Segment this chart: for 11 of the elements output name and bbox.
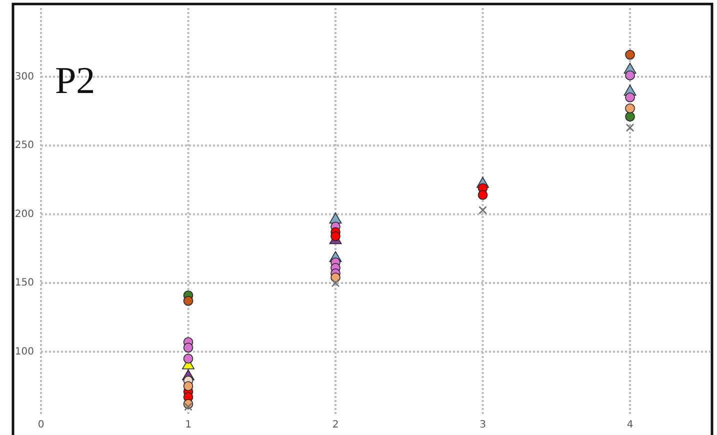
x-tick-label: 0 bbox=[38, 420, 44, 430]
y-tick-label: 250 bbox=[14, 140, 34, 151]
x-tick-label: 2 bbox=[332, 420, 339, 430]
y-tick-label: 100 bbox=[14, 346, 34, 358]
y-tick-label: 150 bbox=[14, 278, 34, 288]
y-tick-label: 300 bbox=[14, 71, 34, 82]
x-tick-label: 1 bbox=[185, 420, 192, 430]
y-tick-label: 200 bbox=[14, 208, 34, 220]
x-tick-label: 3 bbox=[480, 420, 486, 430]
text: P2 bbox=[55, 60, 96, 102]
x-tick-label: 4 bbox=[626, 420, 634, 430]
